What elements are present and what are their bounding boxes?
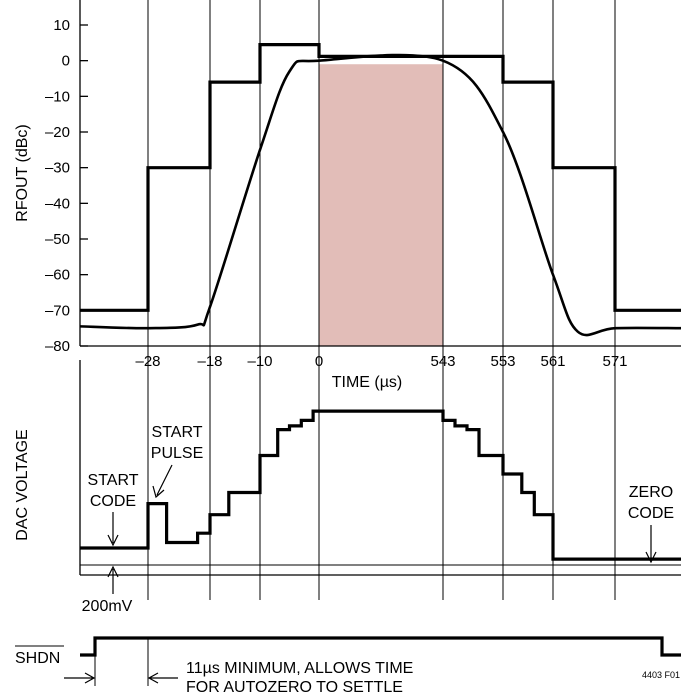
x-tick-label: –10 bbox=[247, 353, 272, 370]
start-code-arrow bbox=[107, 512, 119, 547]
x-tick-label: 571 bbox=[602, 353, 627, 370]
y-tick-label: –50 bbox=[45, 231, 70, 248]
start-pulse-arrow bbox=[152, 464, 173, 499]
dac-axis-label: DAC VOLTAGE bbox=[14, 429, 31, 540]
x-tick-label: –28 bbox=[135, 353, 160, 370]
dac-plot: DAC VOLTAGE START CODE START PULSE ZERO … bbox=[14, 360, 681, 615]
rf-response-trace bbox=[79, 53, 681, 337]
y-tick-label: –10 bbox=[45, 88, 70, 105]
start-pulse-label-2: PULSE bbox=[151, 445, 203, 462]
start-code-label-1: START bbox=[88, 472, 139, 489]
shdn-label: SHDN bbox=[15, 650, 60, 667]
y-tick-label: –70 bbox=[45, 302, 70, 319]
x-tick-label: 0 bbox=[315, 353, 323, 370]
y-axis-ticks: 10 0 –10 –20 –30 –40 –50 –60 –70 –80 bbox=[45, 17, 88, 355]
start-code-label-2: CODE bbox=[90, 493, 136, 510]
interval-arrow-left bbox=[64, 672, 96, 684]
zero-code-label-1: ZERO bbox=[629, 484, 673, 501]
v200-arrow bbox=[107, 565, 119, 594]
shdn-trace bbox=[80, 636, 681, 657]
rfout-plot: 10 0 –10 –20 –30 –40 –50 –60 –70 –80 –28 –18 –10 0 54… bbox=[14, 0, 681, 600]
y-tick-label: –30 bbox=[45, 160, 70, 177]
start-pulse-label-1: START bbox=[152, 424, 203, 441]
x-tick-labels: –28 –18 –10 0 543 553 561 571 bbox=[135, 353, 627, 370]
v200-label: 200mV bbox=[82, 598, 133, 615]
dac-step-trace bbox=[80, 409, 681, 561]
x-tick-label: –18 bbox=[197, 353, 222, 370]
x-tick-label: 561 bbox=[540, 353, 565, 370]
x-axis-label: TIME (µs) bbox=[332, 374, 403, 391]
zero-code-arrow bbox=[645, 525, 657, 564]
zero-code-label-2: CODE bbox=[628, 505, 674, 522]
y-tick-label: –20 bbox=[45, 124, 70, 141]
note-line-2: FOR AUTOZERO TO SETTLE bbox=[186, 679, 403, 696]
y-tick-label: –80 bbox=[45, 338, 70, 355]
y-tick-label: –40 bbox=[45, 195, 70, 212]
y-tick-label: 0 bbox=[62, 53, 70, 70]
interval-arrow-right bbox=[147, 672, 178, 684]
note-line-1: 11µs MINIMUM, ALLOWS TIME bbox=[186, 660, 413, 677]
y-tick-label: –60 bbox=[45, 267, 70, 284]
highlight-region bbox=[319, 64, 443, 346]
figure-id: 4403 F01 bbox=[642, 670, 680, 680]
y-axis-label: RFOUT (dBc) bbox=[14, 124, 31, 221]
x-tick-label: 543 bbox=[430, 353, 455, 370]
shdn-plot: SHDN 11µs MINIMUM, ALLOWS TIME FOR AUTOZ… bbox=[15, 636, 681, 696]
mask-trace bbox=[80, 43, 681, 312]
x-tick-label: 553 bbox=[490, 353, 515, 370]
y-tick-label: 10 bbox=[53, 17, 70, 34]
